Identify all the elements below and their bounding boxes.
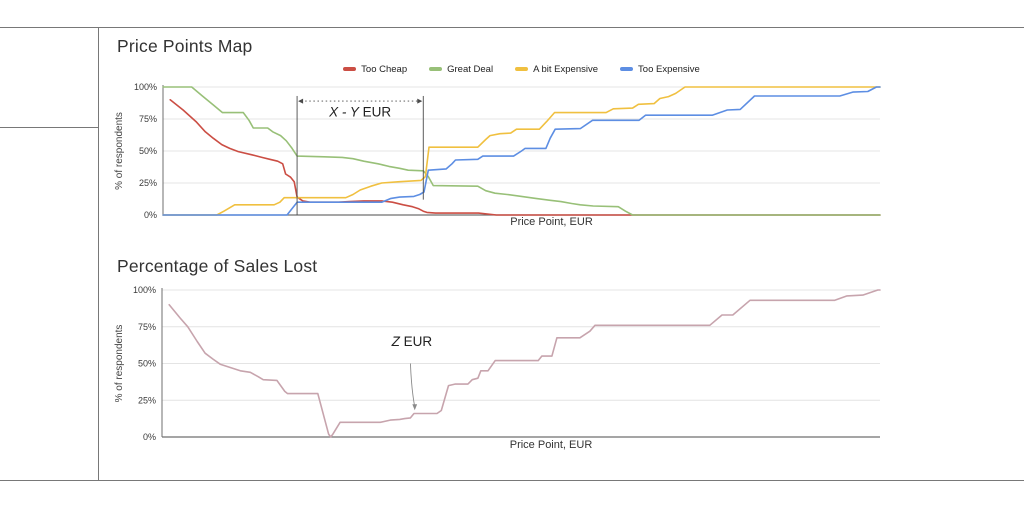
legend-label: Too Expensive xyxy=(638,63,700,75)
chart1-title: Price Points Map xyxy=(117,36,253,56)
series-line-sales-lost xyxy=(168,289,881,438)
x-axis-title: Price Point, EUR xyxy=(510,439,593,451)
ytick-label-50: 50% xyxy=(138,359,156,369)
series-line-a-bit-expensive xyxy=(162,86,881,216)
point-annotation-arrow-line xyxy=(409,363,416,407)
legend-swatch-icon xyxy=(620,67,634,71)
ytick-label-25: 25% xyxy=(139,178,157,188)
range-annotation-label: X - Y EUR xyxy=(328,104,391,119)
sales-lost-chart: 100% 75% 50% 25% 0% % of respondents Price Poi… xyxy=(114,285,881,451)
series-line-too-expensive xyxy=(162,86,881,216)
series-line-too-cheap xyxy=(169,98,881,216)
chart1-legend: Too Cheap Great Deal A bit Expensive Too Ex… xyxy=(163,62,880,76)
top-rule xyxy=(0,27,1024,28)
ytick-label-75: 75% xyxy=(138,322,156,332)
ytick-label-100: 100% xyxy=(134,82,157,92)
range-arrowhead-left xyxy=(298,98,304,104)
ytick-label-100: 100% xyxy=(133,285,156,295)
legend-item-too-cheap: Too Cheap xyxy=(343,64,407,75)
legend-swatch-icon xyxy=(515,67,529,71)
series-line-great-deal xyxy=(162,86,881,216)
legend-swatch-icon xyxy=(343,67,357,71)
price-points-map-chart: 100% 75% 50% 25% 0% % of respondents Price Poi… xyxy=(114,82,881,228)
legend-item-great-deal: Great Deal xyxy=(429,64,493,75)
y-axis-title: % of respondents xyxy=(114,325,125,403)
left-vertical-rule xyxy=(98,27,99,481)
ytick-label-75: 75% xyxy=(139,114,157,124)
y-axis-title: % of respondents xyxy=(114,112,125,190)
legend-label: Too Cheap xyxy=(361,63,408,75)
ytick-label-0: 0% xyxy=(144,210,157,220)
ytick-label-0: 0% xyxy=(143,432,156,442)
x-axis-title: Price Point, EUR xyxy=(510,216,593,228)
point-annotation-arrowhead xyxy=(412,404,418,411)
range-arrowhead-right xyxy=(417,98,423,104)
legend-swatch-icon xyxy=(429,67,443,71)
legend-item-a-bit-expensive: A bit Expensive xyxy=(515,64,598,75)
chart2-title: Percentage of Sales Lost xyxy=(117,256,318,276)
sidebar-divider-rule xyxy=(0,127,99,128)
ytick-label-50: 50% xyxy=(139,146,157,156)
legend-label: A bit Expensive xyxy=(533,63,599,75)
legend-label: Great Deal xyxy=(447,63,494,75)
bottom-rule xyxy=(0,480,1024,481)
legend-item-too-expensive: Too Expensive xyxy=(620,64,700,75)
ytick-label-25: 25% xyxy=(138,395,156,405)
point-annotation-label: Z EUR xyxy=(391,334,433,349)
